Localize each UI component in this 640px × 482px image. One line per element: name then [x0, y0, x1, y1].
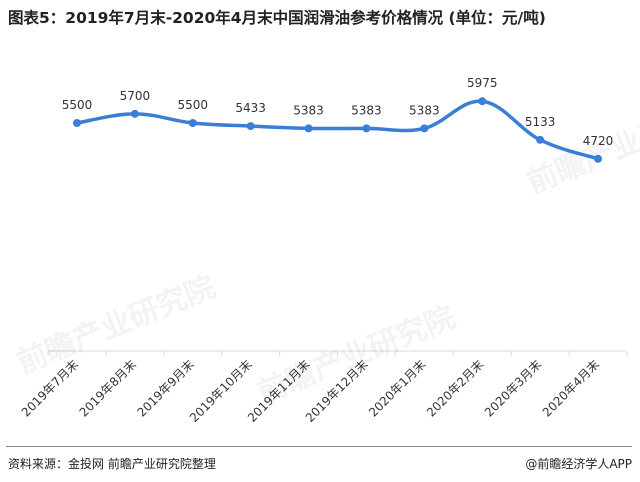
x-tick-label: 2020年2月末	[424, 357, 486, 419]
data-label: 5133	[525, 115, 556, 129]
data-label: 5383	[293, 103, 324, 117]
data-point	[362, 124, 371, 133]
data-label: 5383	[351, 103, 382, 117]
data-point	[130, 109, 139, 118]
x-tick-label: 2019年7月末	[19, 357, 81, 419]
data-point	[536, 135, 545, 144]
data-label: 5700	[120, 89, 151, 103]
chart-title: 图表5：2019年7月末-2020年4月末中国润滑油参考价格情况 (单位：元/吨…	[8, 9, 546, 27]
footer-divider	[6, 446, 632, 447]
x-tick-label: 2020年3月末	[482, 357, 544, 419]
brand-credit: @前瞻经济学人APP	[525, 457, 632, 471]
data-point	[188, 119, 197, 127]
data-point	[594, 154, 602, 163]
x-tick-label: 2020年4月末	[540, 357, 602, 419]
x-tick-label: 2019年8月末	[77, 357, 139, 419]
data-label: 4720	[583, 134, 614, 148]
data-label: 5975	[467, 76, 498, 90]
x-tick-label: 2020年1月末	[366, 357, 428, 419]
data-label: 5500	[62, 98, 93, 112]
line-chart: 5500 5700 5500 5433 5383 5383 5383 5975 5133 4720…	[19, 76, 628, 425]
series-line	[75, 99, 600, 161]
data-point	[420, 124, 429, 133]
data-label: 5500	[178, 98, 209, 112]
data-point	[73, 119, 81, 127]
x-tick-label: 2019年9月末	[135, 357, 197, 419]
data-label: 5433	[235, 101, 266, 115]
data-label: 5383	[409, 103, 440, 117]
data-point	[304, 124, 313, 133]
source-note: 资料来源：金投网 前瞻产业研究院整理	[8, 457, 216, 471]
data-point	[478, 97, 487, 106]
data-point	[246, 122, 255, 131]
x-tick-label: 2019年12月末	[303, 357, 371, 425]
